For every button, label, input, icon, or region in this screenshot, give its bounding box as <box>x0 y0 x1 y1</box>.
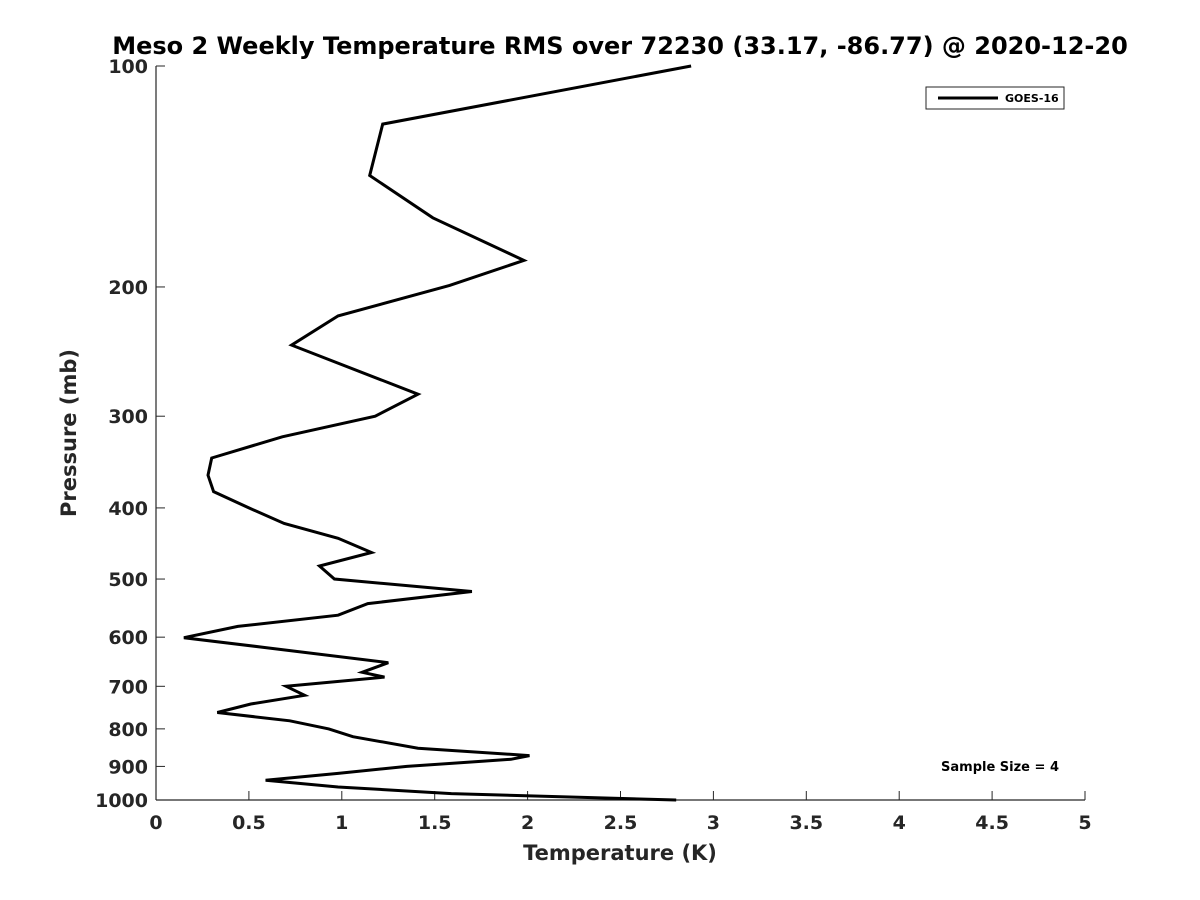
y-tick-label: 900 <box>108 756 148 778</box>
x-axis-label: Temperature (K) <box>523 841 717 865</box>
x-tick-label: 4.5 <box>975 812 1009 834</box>
x-tick-label: 3.5 <box>789 812 823 834</box>
legend: GOES-16 <box>925 86 1065 110</box>
x-tick-label: 3 <box>707 812 720 834</box>
y-tick-label: 700 <box>108 676 148 698</box>
y-tick-label: 200 <box>108 277 148 299</box>
x-tick-label: 4 <box>893 812 906 834</box>
x-tick-label: 2.5 <box>604 812 638 834</box>
x-tick-label: 2 <box>521 812 534 834</box>
y-tick-label: 100 <box>108 56 148 78</box>
chart-title: Meso 2 Weekly Temperature RMS over 72230… <box>112 32 1128 60</box>
y-axis-label: Pressure (mb) <box>57 349 81 517</box>
x-tick-label: 5 <box>1078 812 1091 834</box>
y-tick-label: 500 <box>108 569 148 591</box>
y-tick-label: 300 <box>108 406 148 428</box>
x-axis-ticks: 0 0.5 1 1.5 2 2.5 3 3.5 4 4.5 5 <box>149 791 1092 834</box>
y-tick-label: 400 <box>108 498 148 520</box>
legend-entry-label: GOES-16 <box>1005 92 1059 105</box>
y-axis-ticks: 100 200 300 400 500 600 700 800 900 1000 <box>95 56 165 812</box>
x-tick-label: 0 <box>149 812 162 834</box>
series-line-goes-16 <box>183 64 692 802</box>
y-tick-label: 600 <box>108 627 148 649</box>
x-tick-label: 1 <box>335 812 348 834</box>
x-tick-label: 0.5 <box>232 812 266 834</box>
y-tick-label: 800 <box>108 719 148 741</box>
x-tick-label: 1.5 <box>418 812 452 834</box>
y-tick-label: 1000 <box>95 790 148 812</box>
sample-size-annotation: Sample Size = 4 <box>941 760 1059 775</box>
